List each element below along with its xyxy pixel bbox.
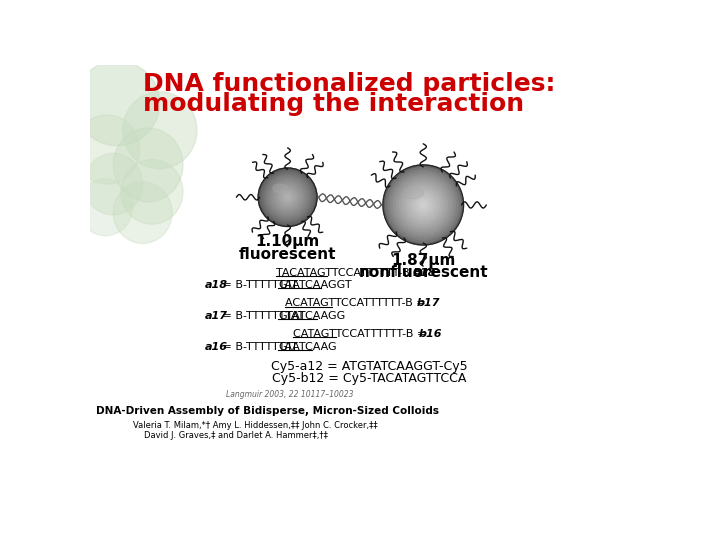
Text: DNA functionalized particles:: DNA functionalized particles: xyxy=(143,72,555,97)
Text: Cy5-b12 = Cy5-TACATAGTTCCA: Cy5-b12 = Cy5-TACATAGTTCCA xyxy=(272,373,466,386)
Circle shape xyxy=(420,202,426,207)
Circle shape xyxy=(266,176,309,219)
Ellipse shape xyxy=(403,187,423,199)
Text: a16: a16 xyxy=(204,342,228,352)
Circle shape xyxy=(410,192,437,218)
Text: a18: a18 xyxy=(204,280,228,290)
Text: GTATCAAGGT: GTATCAAGGT xyxy=(279,280,352,290)
Circle shape xyxy=(284,193,292,201)
Text: DNA-Driven Assembly of Bidisperse, Micron-Sized Colloids: DNA-Driven Assembly of Bidisperse, Micro… xyxy=(96,406,439,416)
Ellipse shape xyxy=(78,179,132,236)
Ellipse shape xyxy=(122,92,197,168)
Circle shape xyxy=(278,187,297,207)
Circle shape xyxy=(274,184,302,211)
Circle shape xyxy=(282,191,294,203)
Circle shape xyxy=(391,173,456,237)
Text: Valeria T. Milam,*† Amy L. Hiddessen,‡‡ John C. Crocker,‡‡: Valeria T. Milam,*† Amy L. Hiddessen,‡‡ … xyxy=(132,421,377,430)
Text: nonfluorescent: nonfluorescent xyxy=(359,265,488,280)
Text: David J. Graves,‡ and Darlet A. Hammer‡,†‡: David J. Graves,‡ and Darlet A. Hammer‡,… xyxy=(144,431,328,441)
Circle shape xyxy=(418,200,428,210)
Text: 1.10μm: 1.10μm xyxy=(256,234,320,249)
Circle shape xyxy=(262,172,313,222)
Circle shape xyxy=(276,186,300,209)
Text: = B-TTTTTTAT: = B-TTTTTTAT xyxy=(219,342,297,352)
Text: = B-TTTTTTAT: = B-TTTTTTAT xyxy=(219,280,297,290)
Circle shape xyxy=(383,165,464,245)
Text: fluorescent: fluorescent xyxy=(239,247,336,261)
Text: = B-TTTTTTTAT: = B-TTTTTTTAT xyxy=(219,311,304,321)
Circle shape xyxy=(399,181,447,229)
Circle shape xyxy=(407,189,439,221)
Circle shape xyxy=(268,178,307,217)
Circle shape xyxy=(280,190,295,205)
Circle shape xyxy=(260,170,315,225)
Ellipse shape xyxy=(121,159,183,224)
Text: GTATCAAGG: GTATCAAGG xyxy=(279,311,346,321)
Circle shape xyxy=(270,180,305,215)
Ellipse shape xyxy=(273,184,287,193)
Ellipse shape xyxy=(113,182,172,244)
Circle shape xyxy=(388,170,458,240)
Text: b18: b18 xyxy=(413,268,436,278)
Text: b16: b16 xyxy=(418,329,442,339)
Circle shape xyxy=(413,194,434,215)
Text: Langmuir 2003, 22 10117–10023: Langmuir 2003, 22 10117–10023 xyxy=(225,390,353,399)
Text: ACATAGTTCCATTTTTT-B =: ACATAGTTCCATTTTTT-B = xyxy=(285,299,429,308)
Ellipse shape xyxy=(74,61,160,146)
Ellipse shape xyxy=(113,128,183,202)
Ellipse shape xyxy=(74,115,140,184)
Circle shape xyxy=(286,195,289,199)
Text: a17: a17 xyxy=(204,311,228,321)
Text: CATAGTTCCATTTTTT-B =: CATAGTTCCATTTTTT-B = xyxy=(293,329,430,339)
Circle shape xyxy=(258,168,317,226)
Text: modulating the interaction: modulating the interaction xyxy=(143,92,524,116)
Text: b17: b17 xyxy=(417,299,441,308)
Circle shape xyxy=(386,167,461,242)
Ellipse shape xyxy=(84,153,143,215)
Circle shape xyxy=(397,178,450,232)
Text: 1.87μm: 1.87μm xyxy=(391,253,456,268)
Text: Cy5-a12 = ATGTATCAAGGT-Cy5: Cy5-a12 = ATGTATCAAGGT-Cy5 xyxy=(271,360,467,373)
Text: TACATAGTTCCATTTTTT-B =: TACATAGTTCCATTTTTT-B = xyxy=(276,268,426,278)
Circle shape xyxy=(394,176,453,234)
Circle shape xyxy=(402,184,445,226)
Circle shape xyxy=(264,174,311,221)
Text: GTATCAAG: GTATCAAG xyxy=(279,342,337,352)
Circle shape xyxy=(272,181,303,213)
Circle shape xyxy=(415,197,431,213)
Circle shape xyxy=(405,186,442,224)
